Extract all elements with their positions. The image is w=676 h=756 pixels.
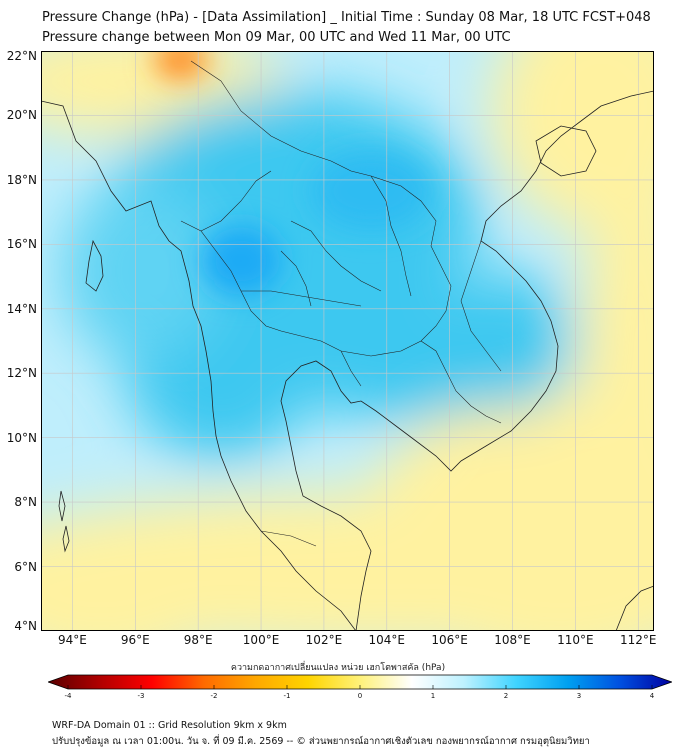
lon-tick-label: 110°E: [557, 633, 594, 647]
map-frame: [41, 51, 654, 631]
lon-tick-label: 106°E: [431, 633, 468, 647]
lon-tick-label: 102°E: [305, 633, 343, 647]
colorbar-tick-label: -4: [64, 692, 72, 700]
footer-update-info: ปรับปรุงข้อมูล ณ เวลา 01:00น. วัน จ. ที่…: [52, 736, 590, 747]
lon-tick-label: 104°E: [368, 633, 406, 647]
lon-tick-label: 100°E: [242, 633, 280, 647]
lat-tick-label: 20°N: [6, 108, 37, 123]
borders: [180, 60, 502, 547]
lat-tick-label: 14°N: [6, 301, 37, 316]
lat-tick-label: 8°N: [14, 495, 37, 510]
map-canvas: [41, 51, 654, 631]
lat-tick-label: 6°N: [14, 559, 37, 574]
colorbar-tick-label: -1: [283, 692, 291, 700]
lon-tick-label: 112°E: [620, 633, 657, 647]
lon-tick-label: 94°E: [57, 633, 87, 647]
colorbar-tick-label: -2: [210, 692, 218, 700]
colorbar-tick-label: 4: [649, 692, 655, 700]
lon-tick-label: 108°E: [494, 633, 531, 647]
map-subtitle: Pressure change between Mon 09 Mar, 00 U…: [42, 30, 511, 45]
lat-tick-label: 22°N: [6, 49, 37, 63]
colorbar-tick-label: -3: [137, 692, 145, 700]
colorbar-tick-label: 0: [357, 692, 363, 700]
map-title: Pressure Change (hPa) - [Data Assimilati…: [42, 10, 651, 25]
pressure-field: [41, 51, 654, 631]
colorbar-tick-label: 2: [503, 692, 509, 700]
lat-tick-label: 16°N: [6, 237, 37, 252]
lat-tick-label: 18°N: [6, 172, 37, 187]
colorbar: [48, 674, 672, 690]
lat-tick-label: 12°N: [6, 366, 37, 381]
coastlines: [41, 90, 654, 631]
colorbar-label: ความกดอากาศเปลี่ยนแปลง หน่วย เฮกโตพาสคัล…: [230, 663, 446, 673]
pressure-change-map: [41, 51, 654, 631]
lat-tick-label: 4°N: [14, 619, 37, 633]
footer-model-info: WRF-DA Domain 01 :: Grid Resolution 9km …: [52, 720, 287, 731]
lon-tick-label: 98°E: [183, 633, 213, 647]
colorbar-tick-label: 1: [430, 692, 436, 700]
gridlines: [41, 51, 654, 631]
lon-tick-label: 96°E: [120, 633, 150, 647]
colorbar-tick-label: 3: [576, 692, 582, 700]
lat-tick-label: 10°N: [6, 430, 37, 445]
